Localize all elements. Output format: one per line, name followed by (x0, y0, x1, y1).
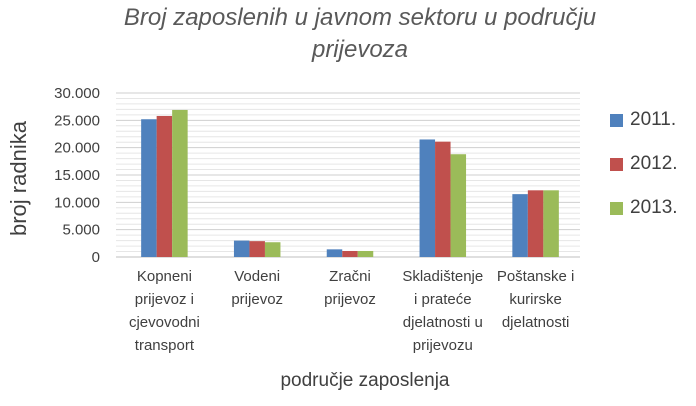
x-tick-label: prijevoz (324, 291, 376, 308)
x-tick-label: Skladištenje (402, 268, 483, 285)
bar (450, 154, 467, 257)
legend-label: 2013. (630, 197, 678, 218)
bar (543, 190, 559, 257)
bar (233, 240, 250, 257)
chart-title-line-1: Broj zaposlenih u javnom sektoru u podru… (123, 4, 597, 31)
x-tick-label: prijevoz (231, 291, 283, 308)
chart-title-line-2: prijevoza (311, 36, 409, 63)
y-tick-label: 20.000 (54, 140, 100, 157)
y-tick-label: 0 (92, 249, 100, 266)
y-tick-label: 5.000 (62, 222, 100, 239)
bar (326, 249, 343, 257)
y-tick-label: 15.000 (54, 167, 100, 184)
legend-label: 2011. (630, 109, 677, 130)
legend-swatch (610, 114, 623, 127)
bar (342, 250, 358, 257)
x-tick-label: Kopneni (137, 268, 192, 285)
y-tick-label: 30.000 (54, 85, 100, 102)
bar (357, 250, 374, 257)
x-tick-label: prijevozu (413, 337, 473, 354)
x-axis-label: područje zaposlenja (280, 370, 450, 391)
legend-label: 2012. (630, 153, 678, 174)
x-tick-label: Poštanske i (497, 268, 575, 285)
x-tick-label: transport (135, 337, 195, 354)
bar (527, 190, 544, 257)
chart-title: Broj zaposlenih u javnom sektoru u podru… (80, 2, 640, 66)
x-tick-label: i prateće (414, 291, 472, 308)
bar (172, 109, 188, 258)
bar (419, 139, 436, 257)
legend-swatch (610, 202, 623, 215)
y-tick-label: 25.000 (54, 112, 100, 129)
bar (264, 242, 281, 257)
bar (156, 115, 173, 258)
bar (512, 194, 528, 257)
bar (249, 241, 265, 257)
x-tick-label: Zračni (329, 268, 371, 285)
x-tick-label: cjevovodni (129, 314, 200, 331)
legend-swatch (610, 158, 623, 171)
bar (435, 141, 451, 257)
x-tick-label: djelatnosti u (403, 314, 483, 331)
y-tick-label: 10.000 (54, 194, 100, 211)
x-tick-label: prijevoz i (135, 291, 194, 308)
x-tick-label: Vodeni (234, 268, 280, 285)
x-tick-label: kurirske (509, 291, 562, 308)
x-tick-label: djelatnosti (502, 314, 570, 331)
bar (141, 119, 157, 258)
